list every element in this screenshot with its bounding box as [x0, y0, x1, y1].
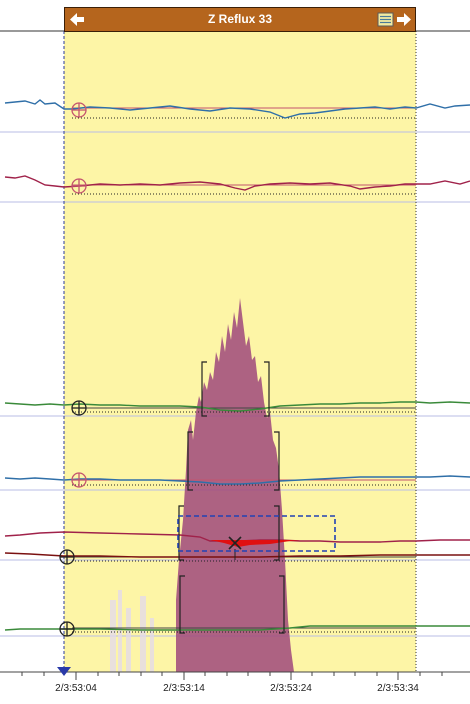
list-icon: [377, 12, 394, 27]
ch5-marker-icon[interactable]: [59, 549, 75, 565]
ch2-trace: [4, 175, 470, 191]
event-list-button[interactable]: [377, 11, 394, 28]
down-triangle-icon[interactable]: [57, 667, 71, 676]
time-axis-major-ticks: [75, 672, 399, 680]
ch2-marker-icon[interactable]: [71, 178, 87, 194]
ch4-bracket[interactable]: [187, 431, 280, 491]
left-arrow-icon: [70, 13, 84, 26]
ch3-trace: [4, 401, 470, 412]
faint-impedance-bars: [110, 590, 154, 672]
previous-event-button[interactable]: [69, 11, 85, 28]
ch1-marker-icon[interactable]: [71, 102, 87, 118]
time-axis-minor-ticks: [21, 672, 443, 676]
time-tick-label: 2/3:53:14: [163, 683, 205, 694]
time-tick-label: 2/3:53:24: [270, 683, 312, 694]
time-tick-label: 2/3:53:34: [377, 683, 419, 694]
next-event-button[interactable]: [396, 11, 412, 28]
ch4-marker-icon[interactable]: [71, 472, 87, 488]
event-header-bar: Z Reflux 33: [64, 7, 416, 32]
time-tick-label: 2/3:53:04: [55, 683, 97, 694]
ch5-lower-trace: [4, 552, 470, 558]
ch6-trace: [4, 625, 470, 631]
event-title: Z Reflux 33: [207, 12, 273, 26]
ch6-bracket[interactable]: [179, 575, 285, 634]
ch5-bracket[interactable]: [178, 505, 280, 561]
ch6-marker-icon[interactable]: [59, 621, 75, 637]
ch4-trace: [4, 475, 470, 485]
ch3-marker-icon[interactable]: [71, 400, 87, 416]
right-arrow-icon: [397, 13, 411, 26]
ch1-trace: [4, 99, 470, 119]
ch3-bracket[interactable]: [201, 361, 270, 417]
